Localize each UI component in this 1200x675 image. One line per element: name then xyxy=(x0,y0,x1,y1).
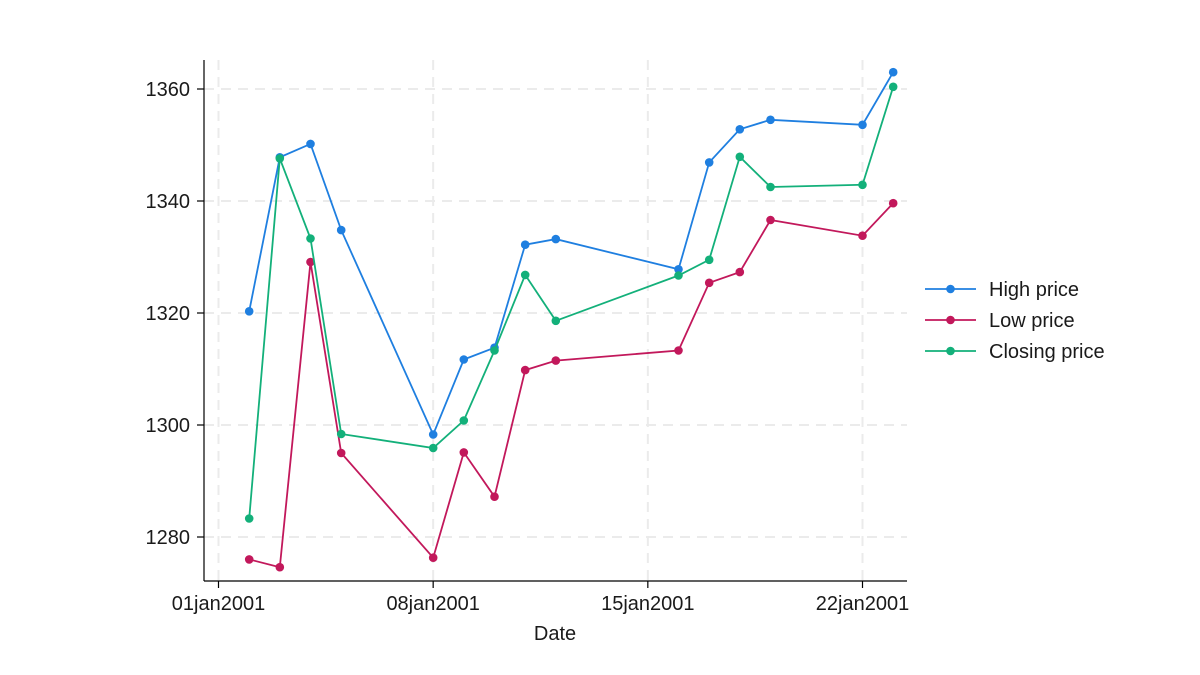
data-point xyxy=(858,231,867,240)
ticks: 1280 1300 1320 1340 1360 01jan2001 08jan2001 15… xyxy=(146,79,910,615)
x-axis-title: Date xyxy=(534,623,576,645)
data-point xyxy=(858,180,867,190)
data-point xyxy=(858,120,867,130)
series-line xyxy=(248,71,894,437)
data-point xyxy=(735,125,745,134)
data-point xyxy=(306,139,315,149)
data-point xyxy=(459,355,469,364)
legend: High price Low price Closing price xyxy=(925,279,1105,363)
data-point xyxy=(735,152,745,162)
legend-item: Low price xyxy=(925,310,1075,332)
data-point xyxy=(551,234,561,244)
x-tick-label: 15jan2001 xyxy=(601,593,694,615)
axes xyxy=(203,60,907,582)
data-point xyxy=(490,492,499,502)
x-tick-label: 08jan2001 xyxy=(386,593,479,615)
series xyxy=(244,67,898,572)
data-point xyxy=(551,316,561,326)
data-point xyxy=(704,278,714,288)
legend-item: Closing price xyxy=(925,341,1105,363)
data-point xyxy=(735,267,745,277)
y-tick-label: 1280 xyxy=(146,527,191,549)
y-tick-label: 1300 xyxy=(146,415,191,437)
legend-label: Closing price xyxy=(989,341,1105,363)
data-point xyxy=(428,443,438,453)
series-closing-price xyxy=(244,82,898,523)
y-tick-label: 1320 xyxy=(146,303,191,325)
legend-swatch-marker xyxy=(946,346,955,356)
data-point xyxy=(704,158,714,167)
legend-swatch-marker xyxy=(946,284,955,294)
data-point xyxy=(336,225,346,235)
x-tick-label: 01jan2001 xyxy=(172,593,265,615)
legend-label: Low price xyxy=(989,310,1075,332)
data-point xyxy=(428,553,438,562)
data-point xyxy=(520,365,530,375)
series-line xyxy=(248,202,894,569)
data-point xyxy=(888,67,898,77)
data-point xyxy=(704,255,714,265)
legend-label: High price xyxy=(989,279,1079,301)
legend-item: High price xyxy=(925,279,1079,301)
series-high-price xyxy=(244,67,898,439)
gridlines xyxy=(204,60,907,581)
data-point xyxy=(244,307,254,316)
data-point xyxy=(674,346,683,355)
data-point xyxy=(520,270,530,280)
data-point xyxy=(459,416,469,425)
data-point xyxy=(766,115,775,125)
data-point xyxy=(888,198,898,208)
legend-swatch-marker xyxy=(946,315,955,325)
data-point xyxy=(766,215,775,225)
data-point xyxy=(244,555,254,564)
data-point xyxy=(336,429,346,439)
data-point xyxy=(520,240,530,249)
data-point xyxy=(336,448,346,458)
data-point xyxy=(244,514,254,523)
data-point xyxy=(490,346,499,355)
y-tick-label: 1360 xyxy=(146,79,191,101)
data-point xyxy=(459,448,469,457)
data-point xyxy=(888,82,898,92)
data-point xyxy=(428,430,438,439)
data-point xyxy=(674,265,683,274)
data-point xyxy=(551,356,561,365)
data-point xyxy=(275,154,285,163)
plot-area: 1280 1300 1320 1340 1360 01jan2001 08jan2001 15… xyxy=(146,60,910,615)
data-point xyxy=(306,234,315,243)
series-line xyxy=(248,86,895,519)
x-tick-label: 22jan2001 xyxy=(816,593,909,615)
data-point xyxy=(766,182,775,192)
data-point xyxy=(674,271,683,280)
data-point xyxy=(306,257,315,267)
series-low-price xyxy=(244,198,898,572)
data-point xyxy=(275,562,285,572)
y-tick-label: 1340 xyxy=(146,191,191,213)
